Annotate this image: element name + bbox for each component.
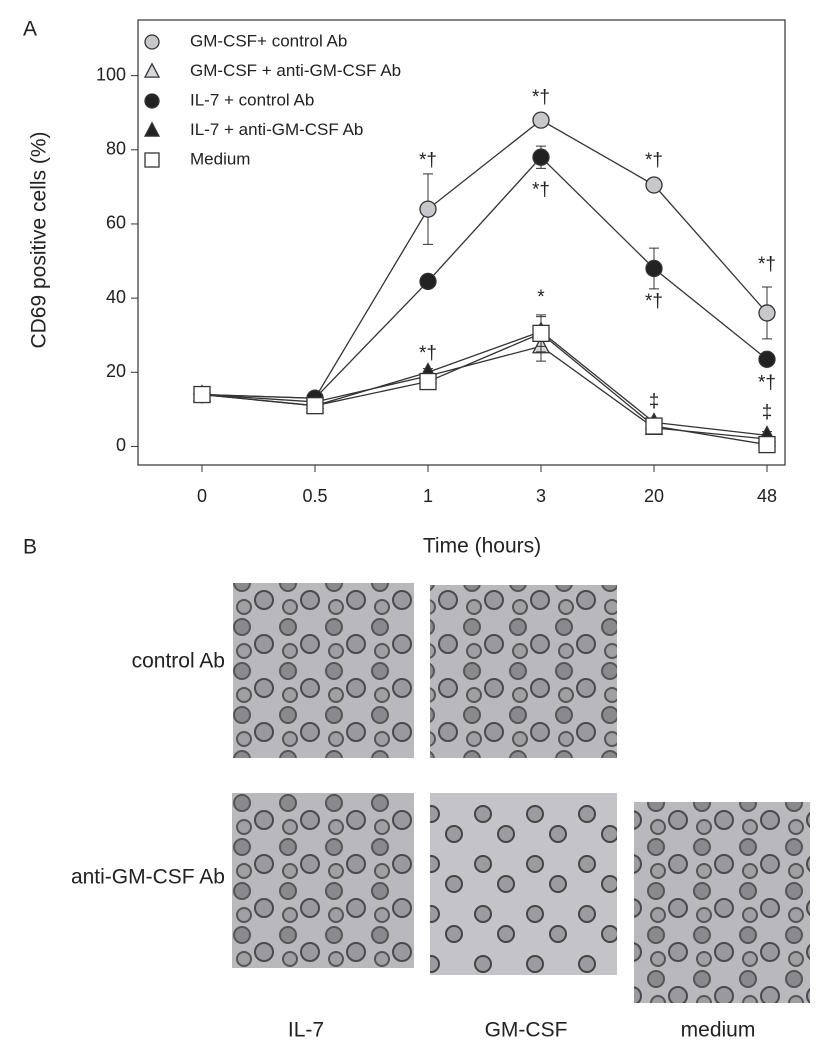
- x-tick-label: 48: [757, 486, 777, 506]
- data-point: [645, 417, 663, 435]
- legend-marker: [143, 62, 161, 78]
- series-line: [201, 330, 768, 436]
- legend-label: Medium: [190, 149, 250, 168]
- legend-marker: [144, 93, 160, 109]
- x-tick-label: 0: [197, 486, 207, 506]
- legend-label: GM-CSF + anti-GM-CSF Ab: [190, 61, 401, 80]
- x-axis-title: Time (hours): [423, 535, 541, 558]
- y-axis-title: CD69 positive cells (%): [28, 131, 51, 348]
- annotation: *: [537, 287, 545, 308]
- column-label: GM-CSF: [485, 1019, 568, 1042]
- data-point: [419, 272, 437, 291]
- data-point: [306, 397, 324, 415]
- series-line: [201, 156, 768, 399]
- legend-marker: [144, 152, 160, 168]
- data-point: [758, 350, 776, 368]
- series-line: [201, 119, 768, 399]
- annotation: *†: [419, 150, 437, 171]
- y-tick-label: 80: [106, 139, 126, 159]
- data-point: [758, 435, 776, 454]
- data-point: [532, 111, 550, 129]
- x-tick-label: 3: [536, 486, 546, 506]
- data-point: [193, 385, 211, 404]
- annotation: *†: [419, 343, 437, 364]
- y-tick-label: 60: [106, 213, 126, 233]
- micrograph: [634, 802, 810, 1003]
- annotation: *†: [645, 150, 663, 171]
- annotation: *†: [758, 254, 776, 275]
- row-label: control Ab: [132, 650, 225, 673]
- plot-frame: [137, 19, 786, 466]
- micrograph: [233, 583, 414, 758]
- annotation: ‡: [762, 402, 773, 423]
- row-label: anti-GM-CSF Ab: [71, 866, 225, 889]
- panel-label: B: [23, 536, 37, 559]
- data-point: [532, 324, 550, 343]
- micrographs: [232, 583, 810, 1003]
- data-point: [419, 372, 437, 391]
- column-label: medium: [681, 1019, 756, 1042]
- legend-marker: [143, 121, 161, 137]
- series-line: [201, 332, 768, 446]
- annotation: *†: [532, 87, 550, 108]
- y-tick-label: 100: [96, 64, 126, 84]
- y-tick-label: 40: [106, 287, 126, 307]
- legend-marker: [144, 34, 160, 50]
- micrograph: [430, 585, 617, 758]
- data-point: [532, 148, 550, 166]
- data-point: [645, 259, 663, 278]
- annotation: ‡: [649, 391, 660, 412]
- x-tick-label: 20: [644, 486, 664, 506]
- annotation: *†: [645, 291, 663, 312]
- x-tick-label: 1: [423, 486, 433, 506]
- data-point: [758, 304, 776, 322]
- y-tick-label: 20: [106, 361, 126, 381]
- column-label: IL-7: [288, 1019, 324, 1042]
- x-tick-label: 0.5: [302, 486, 327, 506]
- micrograph: [430, 793, 617, 975]
- legend-label: GM-CSF+ control Ab: [190, 31, 347, 50]
- legend-label: IL-7 + control Ab: [190, 90, 314, 109]
- data-point: [645, 176, 663, 194]
- y-tick-label: 0: [116, 435, 126, 455]
- data-point: [419, 200, 437, 218]
- micrograph: [232, 793, 414, 968]
- panel-label: A: [23, 18, 37, 41]
- annotation: *†: [758, 372, 776, 393]
- legend-label: IL-7 + anti-GM-CSF Ab: [190, 120, 363, 139]
- annotation: *†: [532, 180, 550, 201]
